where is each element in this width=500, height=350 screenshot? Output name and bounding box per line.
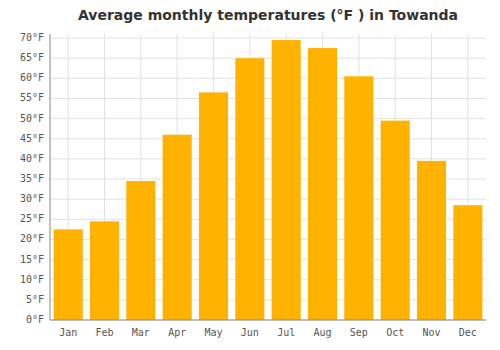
y-tick-label: 35°F [20, 173, 44, 184]
y-tick-label: 15°F [20, 254, 44, 265]
x-tick-label: Feb [95, 327, 113, 338]
y-tick-label: 40°F [20, 153, 44, 164]
y-tick-label: 60°F [20, 72, 44, 83]
chart-container: 0°F 5°F 10°F 15°F 20°F 25°F 30°F 35°F 40°F 45°F 50… [0, 0, 500, 350]
bar [126, 181, 155, 320]
x-tick-label: Jan [59, 327, 77, 338]
chart-svg: 0°F 5°F 10°F 15°F 20°F 25°F 30°F 35°F 40°F 45°F 50… [0, 0, 500, 350]
bar [54, 229, 83, 320]
y-grid-line [50, 118, 486, 119]
bar [199, 92, 228, 320]
x-tick-label: May [204, 327, 222, 338]
bar [381, 121, 410, 320]
y-grid-line [50, 78, 486, 79]
y-grid-line [50, 320, 486, 321]
bar [90, 221, 119, 320]
x-tick-label: Jun [241, 327, 259, 338]
bar [272, 40, 301, 320]
bar [453, 205, 482, 320]
x-tick-label: Jul [277, 327, 295, 338]
x-tick-label: Nov [422, 327, 440, 338]
x-axis-line [50, 320, 486, 321]
bar [308, 48, 337, 320]
y-tick-label: 50°F [20, 113, 44, 124]
x-tick-label: Aug [313, 327, 331, 338]
bar [163, 135, 192, 320]
y-tick-label: 0°F [26, 314, 44, 325]
y-axis-line [50, 34, 51, 320]
y-grid-line [50, 138, 486, 139]
y-tick-label: 65°F [20, 52, 44, 63]
y-grid-line [50, 38, 486, 39]
y-tick-label: 20°F [20, 233, 44, 244]
y-grid-line [50, 58, 486, 59]
x-tick-label: Mar [132, 327, 150, 338]
bar [417, 161, 446, 320]
x-tick-label: Sep [350, 327, 368, 338]
bars [54, 40, 483, 320]
x-tick-label: Oct [386, 327, 404, 338]
y-tick-label: 25°F [20, 213, 44, 224]
y-tick-label: 10°F [20, 274, 44, 285]
y-tick-label: 55°F [20, 92, 44, 103]
y-tick-label: 5°F [26, 294, 44, 305]
y-tick-label: 45°F [20, 133, 44, 144]
x-tick-label: Dec [459, 327, 477, 338]
grid [50, 34, 486, 320]
x-tick-label: Apr [168, 327, 186, 338]
y-grid-line [50, 158, 486, 159]
y-tick-label: 70°F [20, 32, 44, 43]
bar [235, 58, 264, 320]
bar [344, 76, 373, 320]
y-tick-label: 30°F [20, 193, 44, 204]
y-grid-line [50, 98, 486, 99]
chart-title: Average monthly temperatures (°F ) in To… [78, 7, 458, 23]
